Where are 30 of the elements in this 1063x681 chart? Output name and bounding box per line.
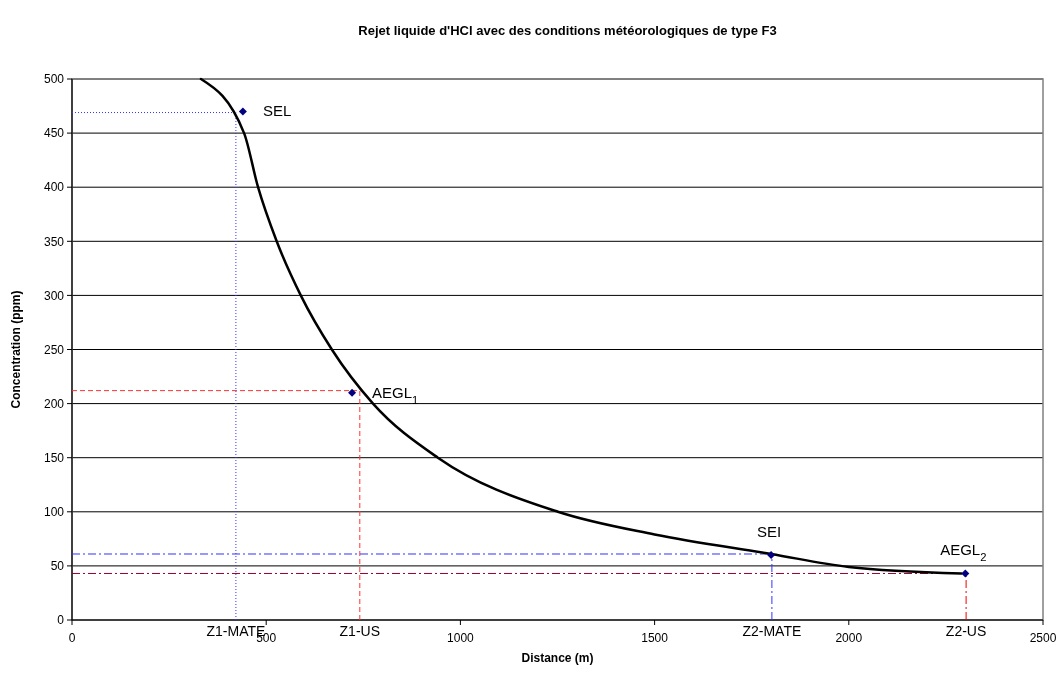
chart-title: Rejet liquide d'HCl avec des conditions météorologiques de type F3 [358,23,777,38]
y-tick-label: 0 [57,613,65,628]
y-tick-label: 150 [43,450,65,465]
point [238,107,247,116]
y-tick-label: 300 [43,288,65,303]
annotation: SEL [262,102,292,120]
annotation: SEI [757,523,782,541]
y-tick-label: 250 [43,342,65,357]
y-tick-label: 100 [43,505,65,519]
x-tick-label: 2000 [835,631,863,645]
y-axis-title: Concentration (ppm) [9,290,23,409]
x-tick-label: 0 [68,631,76,645]
annotation: AEGL$_{2}$ [940,541,987,564]
y-tick-label: 50 [50,559,65,574]
x-axis-title: Distance (m) [521,651,594,665]
ref-line-label: Z2-MATE [742,623,802,639]
x-tick-label: 2500 [1029,631,1057,645]
annotation: AEGL$_{1}$ [372,383,419,406]
y-tick-label: 450 [43,126,65,141]
x-tick-label: 1000 [447,631,475,645]
point [767,551,776,560]
point [348,388,357,397]
y-tick-label: 200 [43,396,65,411]
x-tick-label: 1500 [641,631,669,645]
y-tick-label: 400 [43,180,65,195]
ref-line-label: Z1-US [339,623,381,639]
point [961,569,970,578]
y-tick-label: 350 [43,234,65,249]
ref-line-label: Z2-US [945,623,987,639]
y-tick-label: 500 [43,72,65,87]
